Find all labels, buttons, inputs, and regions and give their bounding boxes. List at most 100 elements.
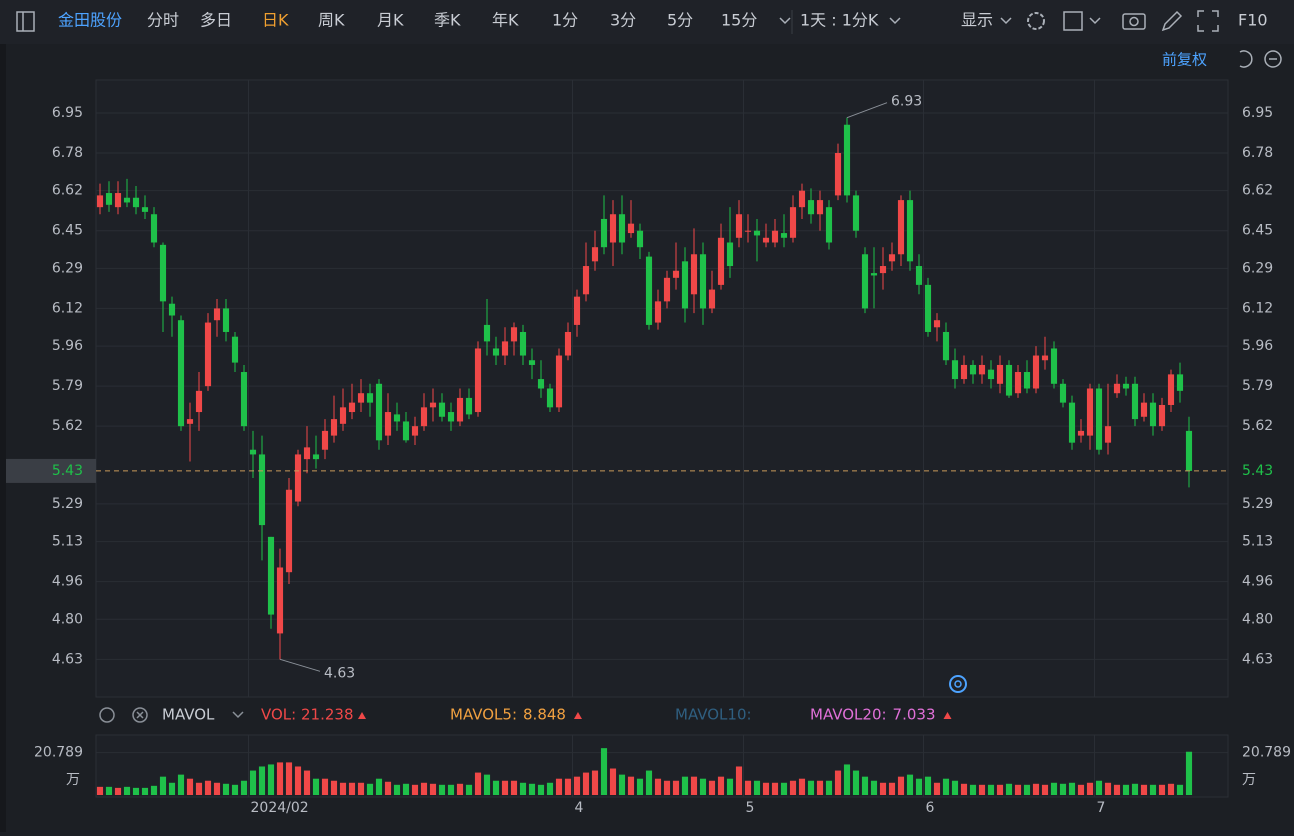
marks: 6.93 4.63 5.43 5.43 VOL: 21.238 MAVOL5: 8.848 MA… [6, 94, 1273, 795]
stock-name[interactable]: 金田股份 [58, 11, 122, 30]
checkbox-icon[interactable] [1063, 11, 1083, 31]
chevron[interactable] [779, 17, 791, 25]
volume-bar [393, 784, 401, 795]
candle-body [933, 320, 941, 328]
y-tick-label: 5.79 [52, 378, 83, 394]
candle-body [942, 331, 950, 361]
volume-bar [1041, 784, 1049, 795]
mavol-value: 7.033 [893, 706, 936, 724]
y-tick-label-right: 6.95 [1242, 105, 1273, 121]
chevron[interactable] [1000, 17, 1012, 25]
volume-bar [978, 784, 986, 795]
candle-body [1014, 372, 1022, 394]
volume-bar [96, 786, 104, 795]
y-tick-label-right: 4.96 [1242, 574, 1273, 590]
candle-body [618, 214, 626, 243]
period-tab[interactable]: 15分 [721, 11, 757, 30]
settings-icon[interactable] [1027, 12, 1045, 30]
candle-body [573, 296, 581, 325]
period-tab[interactable]: 季K [434, 11, 461, 30]
y-tick-label-right: 4.63 [1242, 651, 1273, 667]
y-tick-label-right: 6.29 [1242, 260, 1273, 276]
candle-body [645, 256, 653, 325]
candle-body [798, 190, 806, 208]
vol-name: VOL: [261, 706, 296, 724]
candle-body [96, 195, 104, 208]
camera-icon[interactable] [1122, 13, 1146, 30]
volume-bar [564, 778, 572, 795]
period-selector[interactable]: 1天 : 1分K [800, 11, 879, 30]
volume-bar [1176, 784, 1184, 795]
volume-bar [528, 783, 536, 795]
volume-bar [906, 774, 914, 795]
candle-body [141, 207, 149, 212]
adjust-mode[interactable]: 前复权 [1162, 51, 1207, 69]
sidebar-toggle[interactable] [16, 11, 35, 32]
volume-bar [825, 780, 833, 795]
period-tab[interactable]: 周K [318, 11, 345, 30]
candle-body [339, 407, 347, 424]
period-tab[interactable]: 3分 [610, 11, 636, 30]
volume-bar [663, 780, 671, 795]
period-tab[interactable]: 多日 [200, 11, 232, 30]
indicator-close[interactable] [132, 707, 148, 723]
locate-icon[interactable] [949, 675, 967, 693]
volume-bar [1140, 784, 1148, 795]
y-tick-label-right: 6.62 [1242, 183, 1273, 199]
candle-body [1185, 430, 1193, 471]
fullscreen-icon[interactable] [1197, 10, 1219, 32]
left-edge [0, 44, 6, 832]
volume-bar [645, 770, 653, 795]
period-tab[interactable]: 日K [262, 11, 289, 30]
volume-bar [537, 784, 545, 795]
zoom-out-icon[interactable] [1264, 50, 1282, 68]
period-tab[interactable]: 5分 [667, 11, 693, 30]
volume-bar [915, 778, 923, 795]
volume-bar [708, 780, 716, 795]
period-tab[interactable]: 月K [377, 11, 404, 30]
y-tick-label: 4.63 [52, 651, 83, 667]
volume-bar [654, 778, 662, 795]
candle-body [258, 454, 266, 526]
volume-bar [213, 782, 221, 795]
volume-bar [960, 783, 968, 795]
candle-body [384, 412, 392, 436]
chevron[interactable] [889, 17, 901, 25]
indicator-name[interactable]: MAVOL [162, 706, 215, 724]
chevron[interactable] [232, 711, 244, 719]
chevron[interactable] [1089, 17, 1101, 25]
candle-body [879, 266, 887, 274]
volume-bar [753, 780, 761, 795]
volume-bar [204, 780, 212, 795]
candle-body [951, 360, 959, 380]
reset-icon[interactable] [1239, 50, 1253, 68]
volume-bar [177, 774, 185, 795]
draw-icon[interactable] [1161, 10, 1183, 32]
candle-body [321, 430, 329, 450]
volume-bar [402, 783, 410, 795]
candle-body [492, 348, 500, 356]
candle-body [249, 449, 257, 455]
f10-button[interactable]: F10 [1238, 11, 1268, 30]
candle-body [996, 364, 1004, 384]
period-tab[interactable]: 1分 [552, 11, 578, 30]
volume-bar [123, 786, 131, 795]
volume-bar [231, 784, 239, 795]
x-tick-label: 2024/02 [251, 800, 309, 816]
display-menu[interactable]: 显示 [961, 11, 993, 30]
candle-body [294, 454, 302, 502]
volume-bar [321, 778, 329, 795]
indicator-settings[interactable] [99, 707, 115, 723]
period-tab[interactable]: 年K [492, 11, 519, 30]
candle-body [1059, 383, 1067, 403]
volume-bar [132, 787, 140, 795]
volume-bar [1158, 784, 1166, 795]
candle-body [177, 320, 185, 427]
toolbar-bg [0, 0, 1294, 44]
candle-body [663, 277, 671, 302]
period-tab[interactable]: 分时 [147, 11, 179, 30]
volume-bar [1005, 783, 1013, 795]
volume-bar [348, 782, 356, 795]
candle-body [1005, 364, 1013, 396]
volume-bar [555, 778, 563, 795]
